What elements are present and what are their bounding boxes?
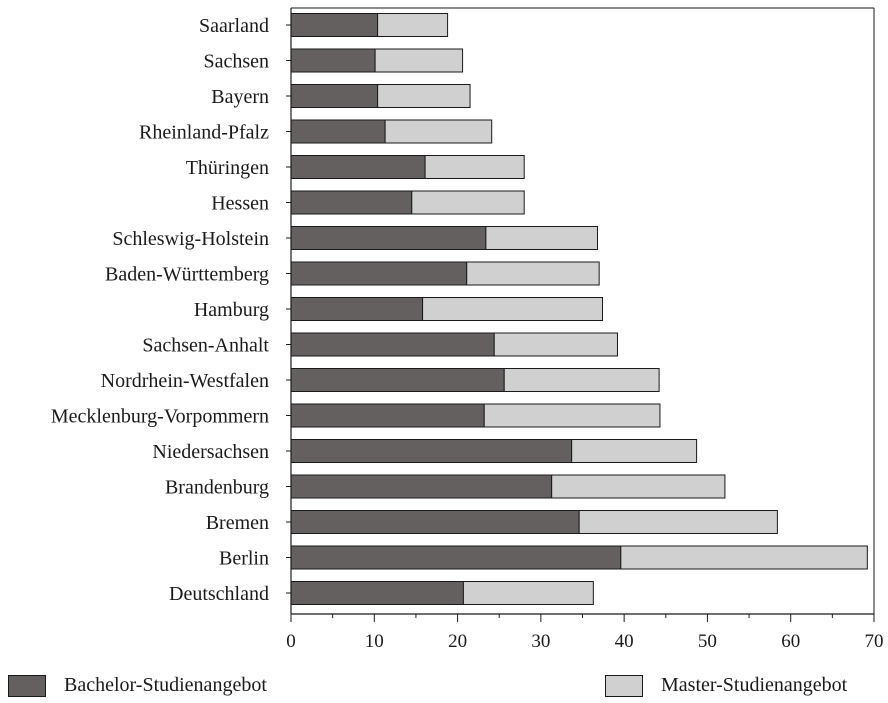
- x-tick-label: 40: [615, 631, 634, 652]
- bar-bachelor-8: [290, 297, 424, 321]
- bar-master-2: [377, 84, 471, 108]
- category-label: Hamburg: [194, 299, 269, 321]
- category-label: Berlin: [219, 548, 269, 570]
- x-tick-label: 30: [531, 631, 550, 652]
- bar-master-7: [466, 261, 600, 286]
- x-axis: 0 10 20 30 40 50 60 70: [286, 7, 884, 652]
- x-tick-label: 10: [365, 631, 384, 652]
- bar-bachelor-3: [290, 119, 386, 144]
- bar-master-3: [384, 119, 493, 144]
- bar-master-1: [374, 48, 464, 73]
- bar-master-12: [571, 439, 698, 463]
- bar-master-4: [424, 155, 525, 179]
- bar-bachelor-14: [290, 510, 580, 534]
- x-tick-label: 20: [448, 631, 467, 652]
- bar-bachelor-11: [290, 403, 485, 428]
- bar-master-5: [411, 190, 525, 215]
- category-label: Bayern: [211, 86, 269, 108]
- bar-bachelor-1: [290, 48, 376, 73]
- legend-item-master: Master-Studienangebot: [605, 674, 847, 697]
- bar-bachelor-7: [290, 261, 468, 286]
- bar-master-13: [551, 474, 726, 499]
- category-label: Brandenburg: [165, 477, 269, 499]
- bar-bachelor-2: [290, 84, 379, 108]
- category-label: Schleswig-Holstein: [112, 228, 269, 250]
- category-label: Hessen: [211, 193, 269, 215]
- chart: Saarland Sachsen Bayern Rheinland-Pfalz Thür…: [51, 7, 884, 652]
- bar-bachelor-0: [290, 13, 379, 37]
- bar-master-0: [377, 13, 449, 37]
- category-label: Sachsen: [203, 51, 269, 73]
- legend-label-bachelor: Bachelor-Studienangebot: [64, 674, 267, 696]
- category-label: Deutschland: [169, 583, 269, 605]
- bar-master-15: [620, 545, 868, 570]
- bar-bachelor-10: [290, 368, 505, 392]
- x-tick-label: 60: [781, 631, 800, 652]
- bar-bachelor-6: [290, 226, 487, 250]
- category-label: Rheinland-Pfalz: [139, 122, 269, 144]
- bar-bachelor-12: [290, 439, 573, 463]
- bar-bachelor-13: [290, 474, 553, 499]
- bar-master-11: [483, 403, 661, 428]
- bar-master-14: [578, 510, 778, 534]
- bar-master-8: [422, 297, 603, 321]
- category-label: Bremen: [206, 512, 269, 534]
- bar-master-9: [493, 332, 618, 357]
- category-label: Saarland: [199, 15, 269, 37]
- x-tick-label: 0: [286, 631, 296, 652]
- bar-bachelor-4: [290, 155, 426, 179]
- legend-swatch-master: [605, 674, 643, 697]
- legend-item-bachelor: Bachelor-Studienangebot: [8, 674, 267, 697]
- bar-bachelor-5: [290, 190, 413, 215]
- legend-label-master: Master-Studienangebot: [661, 674, 848, 696]
- bar-bachelor-16: [290, 581, 464, 605]
- category-labels: Saarland Sachsen Bayern Rheinland-Pfalz Thür…: [51, 15, 270, 605]
- category-label: Thüringen: [186, 157, 269, 179]
- legend-swatch-bachelor: [8, 674, 46, 697]
- bar-bachelor-15: [290, 545, 622, 570]
- category-label: Nordrhein-Westfalen: [101, 370, 269, 392]
- category-label: Baden-Württemberg: [105, 264, 269, 286]
- bar-bachelor-9: [290, 332, 495, 357]
- category-label: Niedersachsen: [152, 441, 269, 463]
- bar-master-6: [485, 226, 598, 250]
- bar-master-16: [462, 581, 594, 605]
- x-tick-label: 70: [865, 631, 884, 652]
- x-tick-label: 50: [698, 631, 717, 652]
- category-label: Sachsen-Anhalt: [142, 335, 269, 357]
- bars-group: [290, 13, 868, 605]
- bar-master-10: [503, 368, 660, 392]
- category-label: Mecklenburg-Vorpommern: [51, 406, 269, 428]
